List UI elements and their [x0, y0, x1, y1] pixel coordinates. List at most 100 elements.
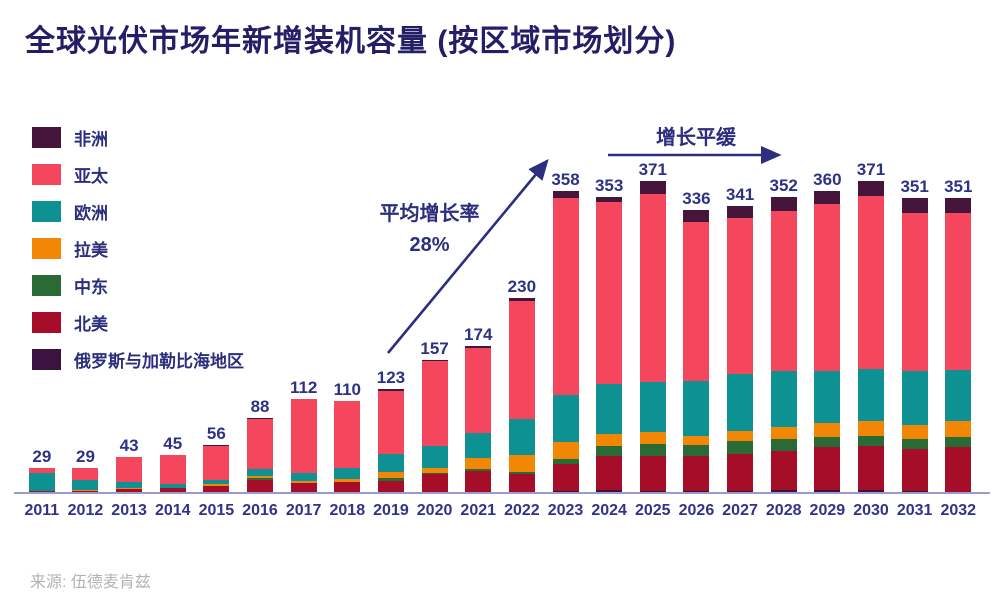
legend-item-europe: 欧洲	[32, 201, 244, 223]
stacked-bar-2018	[334, 401, 361, 493]
bar-segment-latin-america	[683, 436, 710, 445]
stacked-bar-2032	[945, 198, 972, 493]
bar-segment-africa	[377, 389, 404, 391]
bar-segment-north-america	[465, 471, 492, 492]
bar-value-label: 56	[206, 424, 226, 443]
legend-label-north-america: 北美	[74, 315, 108, 334]
bar-segment-africa	[421, 360, 448, 361]
x-axis-label-2013: 2013	[111, 502, 147, 519]
stacked-bar-2022	[508, 298, 535, 493]
bar-segment-latin-america	[945, 421, 972, 437]
bar-segment-latin-america	[421, 468, 448, 473]
bar-column-2028: 352	[762, 100, 806, 493]
stacked-bar-2017	[290, 399, 317, 493]
legend-swatch-europe	[32, 201, 61, 222]
x-axis-label-2014: 2014	[154, 502, 191, 519]
legend-swatch-asia-pacific	[32, 164, 61, 185]
x-axis-label-2027: 2027	[722, 502, 758, 519]
bar-column-2021: 174	[456, 100, 500, 493]
stacked-bar-2027	[727, 206, 754, 493]
stacked-bar-2011	[28, 468, 55, 493]
bar-value-label: 157	[420, 339, 449, 358]
bar-value-label: 371	[856, 160, 886, 179]
bar-segment-latin-america	[72, 490, 99, 491]
legend-item-asia-pacific: 亚太	[32, 164, 244, 186]
bar-segment-middle-east	[945, 437, 972, 447]
x-axis-label-2012: 2012	[67, 502, 104, 519]
bar-segment-latin-america	[857, 421, 884, 436]
bar-segment-europe	[683, 381, 710, 436]
legend-label-russia-caribbean: 俄罗斯与加勒比海地区	[74, 352, 244, 371]
bar-column-2026: 336	[675, 100, 719, 493]
bar-value-label: 45	[163, 434, 183, 453]
bar-segment-north-america	[770, 451, 797, 490]
bar-segment-north-america	[377, 481, 404, 493]
bar-segment-north-america	[814, 447, 841, 490]
bar-segment-asia-pacific	[28, 468, 55, 473]
stacked-bar-2012	[72, 468, 99, 493]
stacked-bar-2030	[857, 181, 884, 493]
bar-segment-latin-america	[203, 484, 230, 486]
bar-segment-north-america	[857, 446, 884, 490]
bar-segment-north-america	[247, 480, 274, 493]
legend-swatch-middle-east	[32, 275, 61, 296]
bar-segment-asia-pacific	[116, 457, 143, 482]
legend-swatch-north-america	[32, 312, 61, 333]
bar-segment-middle-east	[727, 441, 754, 454]
bar-segment-north-america	[901, 449, 928, 491]
bar-segment-africa	[683, 210, 710, 222]
stacked-bar-2021	[465, 346, 492, 493]
bar-segment-asia-pacific	[159, 455, 186, 484]
bar-segment-north-america	[421, 474, 448, 492]
bar-column-2025: 371	[631, 100, 675, 493]
bar-column-2018: 110	[325, 100, 369, 493]
bar-segment-europe	[814, 371, 841, 423]
bar-segment-latin-america	[116, 488, 143, 489]
x-axis-label-2021: 2021	[460, 502, 497, 519]
bar-segment-europe	[727, 374, 754, 431]
bar-segment-north-america	[596, 456, 623, 490]
bar-segment-asia-pacific	[727, 218, 754, 374]
x-axis-label-2031: 2031	[896, 502, 933, 519]
bar-column-2019: 123	[369, 100, 413, 493]
bar-column-2022: 230	[500, 100, 544, 493]
bar-segment-africa	[727, 206, 754, 218]
bar-segment-north-america	[290, 483, 317, 493]
bar-segment-asia-pacific	[639, 194, 666, 382]
bar-segment-middle-east	[596, 446, 623, 456]
x-axis-label-2024: 2024	[591, 502, 627, 519]
bar-segment-africa	[945, 198, 972, 213]
stacked-bar-2020	[421, 360, 448, 493]
bar-segment-north-america	[945, 447, 972, 492]
bar-column-2014: 45	[151, 100, 195, 493]
bar-segment-north-america	[727, 454, 754, 491]
bar-segment-asia-pacific	[203, 446, 230, 480]
bar-segment-north-america	[334, 482, 361, 493]
bar-segment-middle-east	[770, 439, 797, 451]
bar-segment-latin-america	[727, 431, 754, 441]
bar-segment-europe	[377, 454, 404, 472]
x-axis-label-2026: 2026	[678, 502, 715, 519]
bar-segment-latin-america	[465, 458, 492, 469]
bar-segment-asia-pacific	[334, 401, 361, 468]
bar-column-2020: 157	[413, 100, 457, 493]
bar-segment-middle-east	[901, 439, 928, 449]
bar-segment-latin-america	[377, 472, 404, 478]
bar-segment-europe	[334, 468, 361, 479]
bar-segment-latin-america	[770, 427, 797, 439]
bar-segment-asia-pacific	[508, 301, 535, 419]
stacked-bar-2019	[377, 389, 404, 493]
bar-segment-asia-pacific	[552, 198, 579, 395]
stacked-bar-2023	[552, 191, 579, 493]
bar-column-2024: 353	[587, 100, 631, 493]
bar-segment-latin-america	[334, 479, 361, 482]
bar-segment-europe	[72, 480, 99, 490]
bar-column-2029: 360	[806, 100, 850, 493]
legend-item-latin-america: 拉美	[32, 238, 244, 260]
bar-column-2013: 43	[107, 100, 151, 493]
bar-plot-area: 29 29 43 45 56 88 112 110 123 157 174 230 358 353 371 3…	[20, 100, 980, 493]
bar-segment-north-america	[203, 486, 230, 493]
stacked-bar-2024	[596, 197, 623, 493]
bar-value-label: 112	[289, 378, 318, 397]
bar-value-label: 351	[900, 177, 929, 196]
